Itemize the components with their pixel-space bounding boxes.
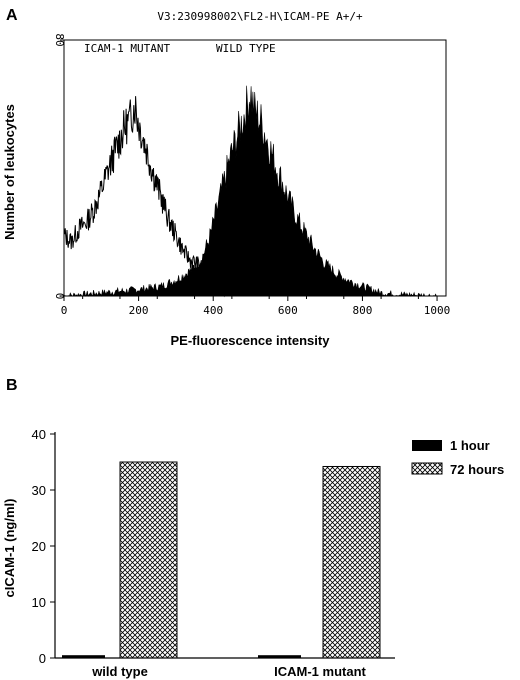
bar-y-tick-label: 10	[32, 595, 46, 610]
category-label: wild type	[91, 664, 148, 679]
legend-swatch-1-hour	[412, 440, 442, 451]
x-tick-label: 200	[129, 304, 149, 317]
bar-layer	[62, 461, 381, 659]
bar-axes: wild type ICAM-1 mutant 0 10 20 30 40	[32, 427, 395, 679]
legend-label-72-hours: 72 hours	[450, 462, 504, 477]
x-tick-label: 800	[353, 304, 373, 317]
histogram-y-axis-label: Number of leukocytes	[2, 104, 17, 240]
annotation-wild-type: WILD TYPE	[216, 42, 276, 55]
annotation-icam-mutant: ICAM-1 MUTANT	[84, 42, 170, 55]
bar-1-hour	[62, 655, 105, 658]
bar-y-tick-label: 30	[32, 483, 46, 498]
histogram-title: V3:230998002\FL2-H\ICAM-PE A+/+	[157, 10, 363, 23]
bar-y-tick-label: 20	[32, 539, 46, 554]
panel-b-label: B	[6, 377, 18, 394]
bar-chart-panel-b: B cICAM-1 (ng/ml) wild type ICAM-1 mutant…	[2, 377, 504, 679]
bar-y-tick-label: 40	[32, 427, 46, 442]
legend-swatch-72-hours	[411, 462, 443, 475]
x-tick-label: 600	[278, 304, 298, 317]
series-wild-type-fill	[62, 85, 438, 297]
series-icam-mutant-line	[63, 96, 228, 298]
histogram-series-layer	[62, 85, 438, 298]
bar-72-hours	[119, 461, 178, 659]
bar-72-hours	[322, 465, 381, 659]
y-tick-label: 0	[53, 293, 66, 300]
histogram-x-axis-label: PE-fluorescence intensity	[171, 333, 331, 348]
bar-1-hour	[258, 655, 301, 658]
y-tick-label: 80	[53, 33, 66, 46]
histogram-panel-a: A V3:230998002\FL2-H\ICAM-PE A+/+ Number…	[2, 7, 450, 348]
panel-a-label: A	[6, 7, 18, 24]
x-tick-label: 400	[203, 304, 223, 317]
histogram-frame	[63, 39, 447, 297]
x-tick-label: 0	[61, 304, 68, 317]
legend: 1 hour 72 hours	[411, 438, 504, 477]
legend-label-1-hour: 1 hour	[450, 438, 490, 453]
histogram-axes: 0 200 400 600 800 1000 0 80	[53, 33, 450, 317]
bar-y-tick-label: 0	[39, 651, 46, 666]
x-tick-label: 1000	[424, 304, 451, 317]
bar-y-axis-label: cICAM-1 (ng/ml)	[2, 499, 17, 598]
category-label: ICAM-1 mutant	[274, 664, 366, 679]
